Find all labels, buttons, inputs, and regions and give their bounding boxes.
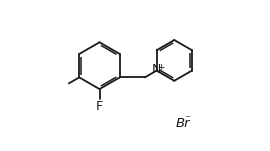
Text: N: N [152, 63, 162, 76]
Text: F: F [96, 100, 103, 113]
Text: +: + [157, 63, 165, 72]
Text: Br: Br [175, 117, 190, 130]
Text: ⁻: ⁻ [184, 114, 190, 127]
